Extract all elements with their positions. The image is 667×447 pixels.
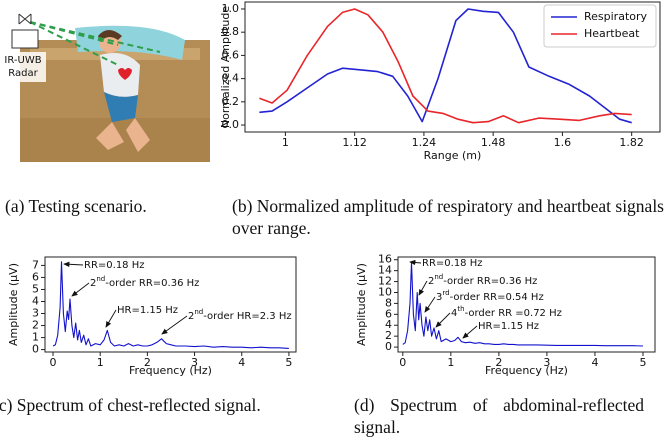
caption: (d) Spectrum of abdominal-reflected sign… [354,395,644,437]
annotation-arrow [435,312,451,328]
y-tick-label: 16 [378,253,392,266]
y-tick-label: 14 [378,264,392,277]
label-bg [2,52,46,82]
y-tick-label: 4 [32,294,39,307]
radar-label: Radar [8,68,38,79]
radar-label: IR-UWB [4,55,41,66]
y-tick-label: 0.4 [222,72,240,85]
y-tick-label: 2 [385,329,392,342]
y-tick-label: 12 [378,275,392,288]
annotation: 2nd-order HR=2.3 Hz [188,308,292,322]
plot-frame [244,1,661,133]
x-tick-label: 1 [447,356,454,369]
radar-box [11,29,39,49]
annotation-arrow [63,261,84,267]
y-tick-label: 6 [385,307,392,320]
annotation: 3rd-order RR=0.54 Hz [436,289,544,303]
heart [118,68,132,80]
y-tick-label: 2 [32,319,39,332]
annotation-arrow [418,280,428,296]
y-tick-label: 1.0 [222,2,240,15]
x-axis-label: Frequency (Hz) [485,364,568,377]
y-tick-label: 3 [32,307,39,320]
annotation-arrow [161,315,188,335]
annotation: HR=1.15 Hz [117,305,178,316]
y-tick-label: 0.6 [222,48,240,61]
annotation: RR=0.18 Hz [422,258,483,269]
plot-frame [44,256,297,353]
legend-label: Respiratory [584,10,648,23]
x-tick-label: 0 [50,356,57,369]
legend-box [543,4,657,48]
x-tick-label: 5 [639,356,646,369]
y-tick-label: 5 [32,282,39,295]
annotation-arrow [105,309,117,328]
y-tick-label: 4 [385,318,392,331]
shorts [104,92,138,122]
testing-scenario: IR-UWB Radar [2,13,210,162]
annotation: 2nd-order RR=0.36 Hz [428,273,537,287]
series-line [402,261,644,347]
y-tick-label: 7 [32,258,39,271]
annotation: HR=1.15 Hz [478,321,539,332]
x-tick-label: 1.12 [342,136,367,149]
x-tick-label: 1.24 [412,136,437,149]
x-tick-label: 1 [97,356,104,369]
plot-frame [397,256,656,353]
x-tick-label: 5 [285,356,292,369]
x-tick-label: 2 [144,356,151,369]
caption: (c) Spectrum of chest-reflected signal. [0,395,261,415]
series-line [259,8,632,124]
y-tick-label: 0 [32,343,39,356]
y-tick-label: 0.0 [222,118,240,131]
y-tick-label: 8 [385,296,392,309]
y-tick-label: 0.8 [222,25,240,38]
y-tick-label: 6 [32,270,39,283]
x-tick-label: 1.6 [554,136,572,149]
y-tick-label: 10 [378,285,392,298]
annotation-arrow [71,282,90,297]
annotation-arrow [424,296,436,313]
x-tick-label: 4 [591,356,598,369]
annotation: 2nd-order RR=0.36 Hz [90,275,199,289]
y-tick-label: 1 [32,331,39,344]
x-axis-label: Range (m) [424,149,482,162]
y-tick-label: 0.2 [222,95,240,108]
y-axis-label: Normalized Amplitude [219,6,232,128]
x-tick-label: 3 [191,356,198,369]
y-tick-label: 0 [385,340,392,353]
x-tick-label: 3 [543,356,550,369]
hair [98,30,122,42]
legend-label: Heartbeat [584,27,640,40]
legs [96,118,150,152]
x-tick-label: 1 [282,136,289,149]
x-tick-label: 1.48 [481,136,506,149]
y-axis-label: Amplitude (μV) [7,263,20,346]
series-line [52,261,289,349]
x-axis-label: Frequency (Hz) [129,364,212,377]
annotation: 4th-order RR =0.72 Hz [451,305,562,319]
annotation-arrow [409,259,422,266]
caption: (b) Normalized amplitude of respiratory … [232,196,664,238]
radar-beams [29,21,161,66]
x-tick-label: 1.82 [619,136,644,149]
radar-antenna [18,13,32,25]
annotation-arrow [462,325,478,339]
x-tick-label: 0 [399,356,406,369]
annotation: RR=0.18 Hz [84,260,145,271]
x-tick-label: 4 [238,356,245,369]
series-line [259,8,632,124]
caption: (a) Testing scenario. [5,196,147,216]
y-axis-label: Amplitude (μV) [355,263,368,346]
x-tick-label: 2 [495,356,502,369]
